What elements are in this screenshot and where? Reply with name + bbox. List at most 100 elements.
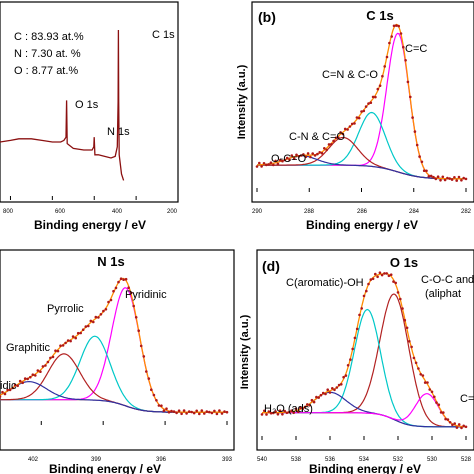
survey-tick-800: 800: [3, 209, 14, 215]
data-point: [309, 155, 312, 159]
data-point: [457, 175, 461, 179]
data-point: [350, 122, 354, 126]
c1s-x-axis-label: Binding energy / eV: [306, 218, 418, 232]
data-point: [408, 340, 411, 343]
data-point: [13, 383, 17, 387]
data-point: [405, 326, 409, 330]
data-point: [403, 318, 407, 322]
data-point: [369, 101, 373, 104]
n1s-label-pyridinic: Pyridinic: [125, 289, 167, 301]
data-point: [187, 410, 191, 413]
data-point: [380, 273, 384, 277]
data-point: [177, 409, 181, 413]
data-point: [190, 410, 193, 414]
data-point: [362, 294, 366, 298]
data-point: [290, 154, 294, 157]
data-point: [430, 390, 434, 394]
data-point: [312, 400, 316, 404]
panel-n1s: N 1s Pyridinic Pyrrolic Graphitic idic 4…: [0, 249, 235, 474]
data-point: [276, 162, 280, 166]
data-point: [383, 65, 387, 68]
data-point: [317, 396, 321, 399]
n1s-label-graphitic: Graphitic: [6, 342, 51, 354]
composition-o: O : 8.77 at.%: [14, 65, 78, 77]
data-point: [367, 282, 370, 286]
data-point: [432, 175, 435, 179]
data-point: [11, 386, 14, 390]
data-point: [269, 411, 273, 415]
data-point: [306, 403, 309, 406]
o1s-x-axis-label: Binding energy / eV: [309, 462, 421, 474]
data-point: [200, 409, 204, 412]
data-point: [51, 355, 55, 359]
data-point: [444, 417, 447, 421]
data-point: [383, 272, 386, 275]
data-point: [283, 409, 287, 413]
data-point: [362, 109, 366, 113]
data-point: [61, 344, 65, 347]
data-point: [419, 373, 423, 376]
data-point: [8, 388, 12, 392]
data-point: [205, 410, 209, 413]
c1s-tick-288: 288: [304, 209, 315, 215]
panel-c1s: (b) C 1s C=C C=N & C-O C-N & C=O O-C=O 2…: [236, 1, 474, 232]
o1s-label-coc: C-O-C and: [421, 274, 474, 286]
data-point: [390, 35, 394, 38]
data-point: [415, 143, 419, 147]
data-point: [399, 32, 403, 35]
panel-o1s: (d) O 1s C-O-C and (aliphat C(aromatic)-…: [239, 249, 474, 474]
data-point: [324, 392, 327, 396]
data-point: [436, 175, 440, 178]
o1s-tick-532: 532: [393, 457, 404, 463]
o1s-label-c-eq: C=: [460, 393, 474, 405]
data-point: [429, 174, 433, 178]
data-point: [402, 45, 405, 49]
data-point: [367, 102, 370, 105]
data-point: [258, 161, 261, 165]
data-point: [157, 404, 161, 407]
data-point: [281, 413, 284, 416]
data-point: [107, 300, 110, 304]
c1s-label-oco: O-C=O: [271, 153, 307, 165]
data-point: [355, 327, 359, 331]
data-point: [104, 308, 108, 311]
data-point: [218, 409, 221, 412]
data-point: [139, 344, 143, 348]
n1s-frame: [0, 249, 235, 451]
n1s-tick-402: 402: [28, 457, 39, 463]
data-point: [371, 95, 375, 99]
data-point: [346, 364, 350, 367]
data-point: [333, 388, 336, 392]
data-point: [172, 410, 176, 413]
o1s-panel-label: (d): [262, 258, 280, 274]
data-point: [460, 426, 463, 430]
o1s-label-aliphatic: (aliphat: [425, 288, 461, 300]
data-point: [170, 409, 173, 413]
data-point: [21, 381, 25, 385]
data-point: [160, 404, 163, 408]
data-point: [332, 139, 335, 143]
data-point: [342, 375, 345, 379]
data-point: [281, 159, 284, 163]
data-point: [6, 388, 9, 392]
data-point: [225, 410, 229, 414]
data-point: [376, 275, 379, 279]
data-point: [395, 24, 398, 27]
data-point: [137, 329, 140, 333]
data-point: [294, 407, 298, 411]
data-point: [455, 426, 459, 429]
data-point: [262, 162, 266, 165]
data-point: [455, 179, 459, 182]
panel-survey: C : 83.93 at.% N : 7.30 at. % O : 8.77 a…: [0, 1, 179, 232]
data-point: [263, 409, 266, 413]
data-point: [433, 395, 436, 399]
data-point: [292, 411, 296, 415]
n1s-label-pyrrolic: Pyrrolic: [47, 303, 84, 315]
data-point: [119, 277, 123, 281]
c1s-title: C 1s: [366, 8, 393, 23]
data-point: [385, 55, 389, 59]
data-point: [39, 370, 42, 374]
data-point: [102, 309, 105, 313]
c1s-tick-286: 286: [357, 209, 368, 215]
